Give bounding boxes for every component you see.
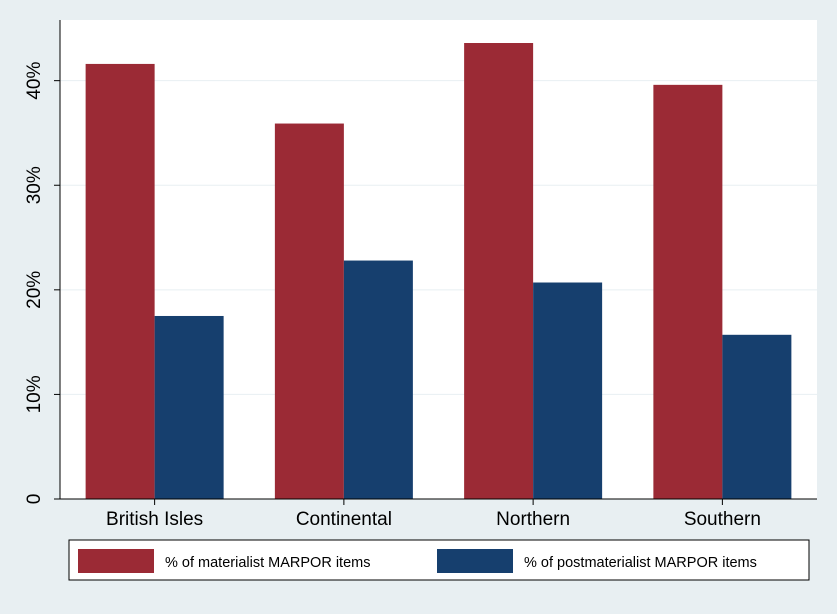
bar-materialist: [274, 123, 344, 499]
y-tick-label: 10%: [24, 375, 45, 413]
legend: % of materialist MARPOR items % of postm…: [68, 539, 810, 581]
bar-postmaterialist: [343, 260, 413, 499]
legend-swatch-materialist: [78, 549, 154, 573]
x-tick-label: Southern: [684, 509, 761, 530]
bar-materialist: [85, 63, 155, 499]
x-tick-label: British Isles: [106, 509, 203, 530]
y-axis: 0 10% 20% 30% 40%: [24, 62, 60, 505]
y-tick-label: 40%: [24, 62, 45, 100]
bar-materialist: [464, 43, 534, 500]
legend-label-materialist: % of materialist MARPOR items: [165, 555, 370, 571]
bars: [85, 43, 792, 500]
x-tick-label: Continental: [296, 509, 392, 530]
y-tick-label: 30%: [24, 166, 45, 204]
legend-label-postmaterialist: % of postmaterialist MARPOR items: [524, 555, 757, 571]
y-tick-label: 20%: [24, 271, 45, 309]
bar-postmaterialist: [154, 315, 224, 499]
x-tick-label: Northern: [496, 509, 570, 530]
y-tick-label: 0: [24, 494, 45, 505]
bar-materialist: [653, 84, 723, 499]
bar-postmaterialist: [722, 334, 792, 499]
bar-postmaterialist: [533, 282, 603, 499]
legend-swatch-postmaterialist: [437, 549, 513, 573]
x-axis: British Isles Continental Northern Southern: [106, 499, 761, 530]
